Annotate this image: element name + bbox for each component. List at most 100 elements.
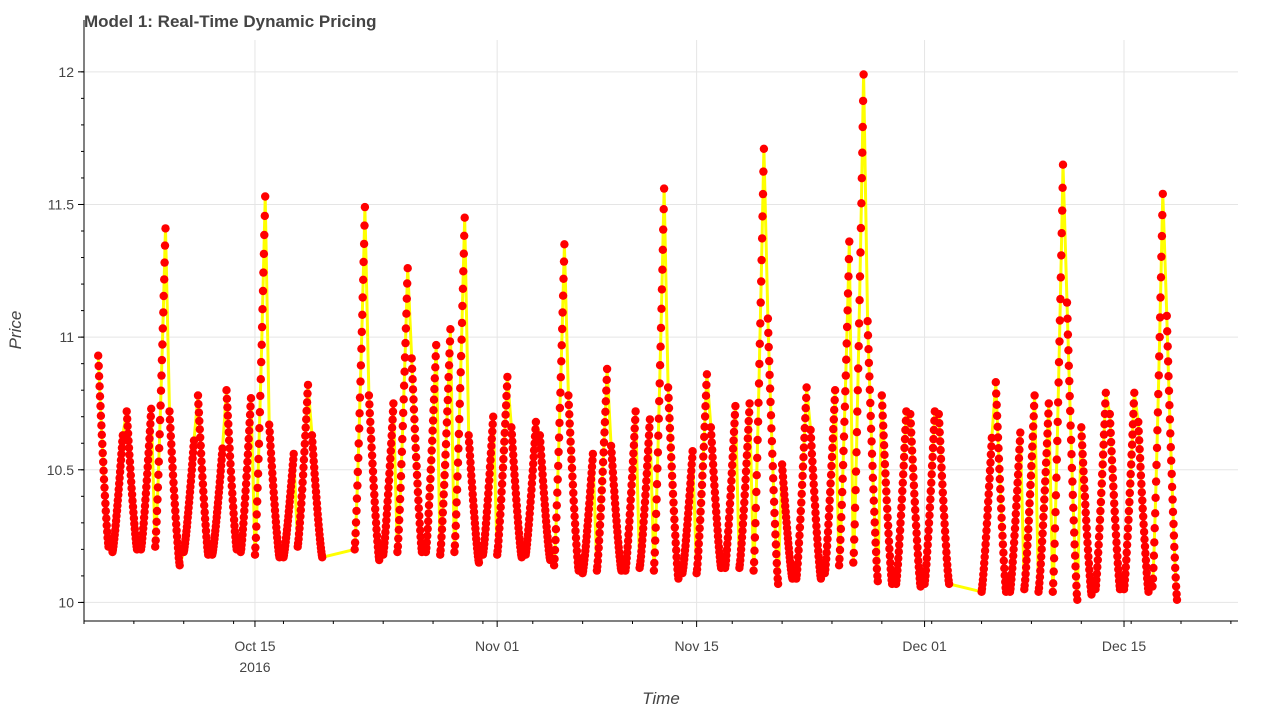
price-point	[412, 470, 422, 480]
price-point	[867, 437, 876, 446]
price-point	[151, 527, 161, 536]
price-point	[811, 515, 821, 524]
price-point	[351, 518, 361, 527]
price-point	[531, 417, 541, 427]
price-point	[397, 460, 406, 469]
price-point	[770, 519, 780, 529]
price-point	[699, 452, 708, 461]
price-point	[924, 518, 934, 528]
price-point	[765, 384, 775, 393]
price-point	[126, 471, 135, 480]
price-point	[168, 463, 177, 472]
price-point	[397, 447, 407, 456]
price-point	[1099, 440, 1108, 449]
price-point	[982, 526, 991, 535]
price-point	[642, 469, 651, 478]
price-point	[838, 474, 847, 483]
price-point	[642, 476, 651, 486]
chart-title: Model 1: Real-Time Dynamic Pricing	[84, 12, 377, 31]
price-point	[908, 464, 918, 473]
price-point	[728, 460, 737, 470]
price-point	[822, 548, 831, 557]
price-point	[487, 441, 496, 451]
price-point	[145, 434, 154, 443]
price-point	[426, 474, 435, 484]
price-point	[125, 457, 135, 466]
price-point	[1008, 557, 1017, 567]
price-point	[995, 474, 1004, 484]
price-point	[723, 533, 732, 542]
price-point	[1035, 572, 1045, 582]
price-point	[465, 451, 475, 460]
price-point	[368, 467, 378, 476]
price-point	[428, 416, 438, 425]
price-point	[307, 431, 317, 440]
price-point	[586, 481, 595, 490]
price-point	[835, 545, 845, 555]
price-point	[370, 497, 379, 507]
price-point	[672, 552, 681, 562]
price-point	[1106, 428, 1115, 438]
price-point	[430, 374, 439, 383]
price-point	[300, 439, 309, 449]
price-point	[871, 547, 881, 557]
price-point	[172, 526, 181, 535]
price-point	[526, 497, 535, 507]
price-point	[559, 274, 568, 283]
price-point	[567, 455, 576, 464]
price-point	[431, 352, 440, 361]
price-point	[1042, 449, 1051, 458]
price-point	[639, 517, 648, 527]
price-point	[399, 408, 408, 418]
price-point	[539, 482, 548, 492]
price-point	[1168, 495, 1177, 504]
price-point	[595, 528, 604, 538]
price-point	[103, 527, 112, 536]
price-point	[223, 411, 232, 420]
price-point	[701, 402, 710, 411]
price-point	[878, 411, 887, 420]
price-point	[1043, 429, 1052, 438]
price-point	[598, 477, 607, 486]
price-point	[826, 479, 835, 488]
price-point	[1127, 440, 1137, 449]
price-point	[198, 472, 207, 481]
price-point	[501, 401, 511, 410]
price-point	[354, 453, 363, 463]
price-point	[1129, 409, 1138, 419]
price-point	[1083, 538, 1092, 547]
price-point	[844, 254, 854, 264]
price-point	[451, 521, 460, 530]
price-point	[863, 331, 873, 340]
price-point	[935, 419, 944, 428]
price-point	[386, 446, 395, 456]
price-point	[693, 553, 703, 562]
price-point	[554, 461, 563, 471]
price-point	[256, 391, 265, 401]
price-point	[242, 472, 251, 481]
price-point	[146, 419, 155, 429]
price-point	[196, 433, 205, 442]
price-point	[1111, 523, 1120, 532]
price-point	[771, 540, 781, 549]
price-point	[464, 438, 474, 447]
price-point	[872, 556, 881, 565]
price-point	[499, 446, 509, 455]
price-point	[167, 439, 176, 449]
price-point	[296, 505, 305, 515]
price-point	[123, 429, 133, 438]
price-point	[371, 511, 380, 521]
price-point	[244, 442, 253, 451]
price-point	[255, 424, 264, 433]
price-point	[297, 492, 306, 501]
price-point	[228, 495, 237, 505]
price-point	[870, 518, 879, 527]
price-point	[1107, 447, 1116, 456]
price-point	[1066, 421, 1075, 430]
price-point	[1152, 460, 1161, 470]
price-point	[223, 403, 232, 412]
price-point	[267, 455, 276, 464]
price-point	[245, 418, 254, 427]
price-point	[509, 457, 518, 466]
price-point	[1030, 391, 1039, 400]
